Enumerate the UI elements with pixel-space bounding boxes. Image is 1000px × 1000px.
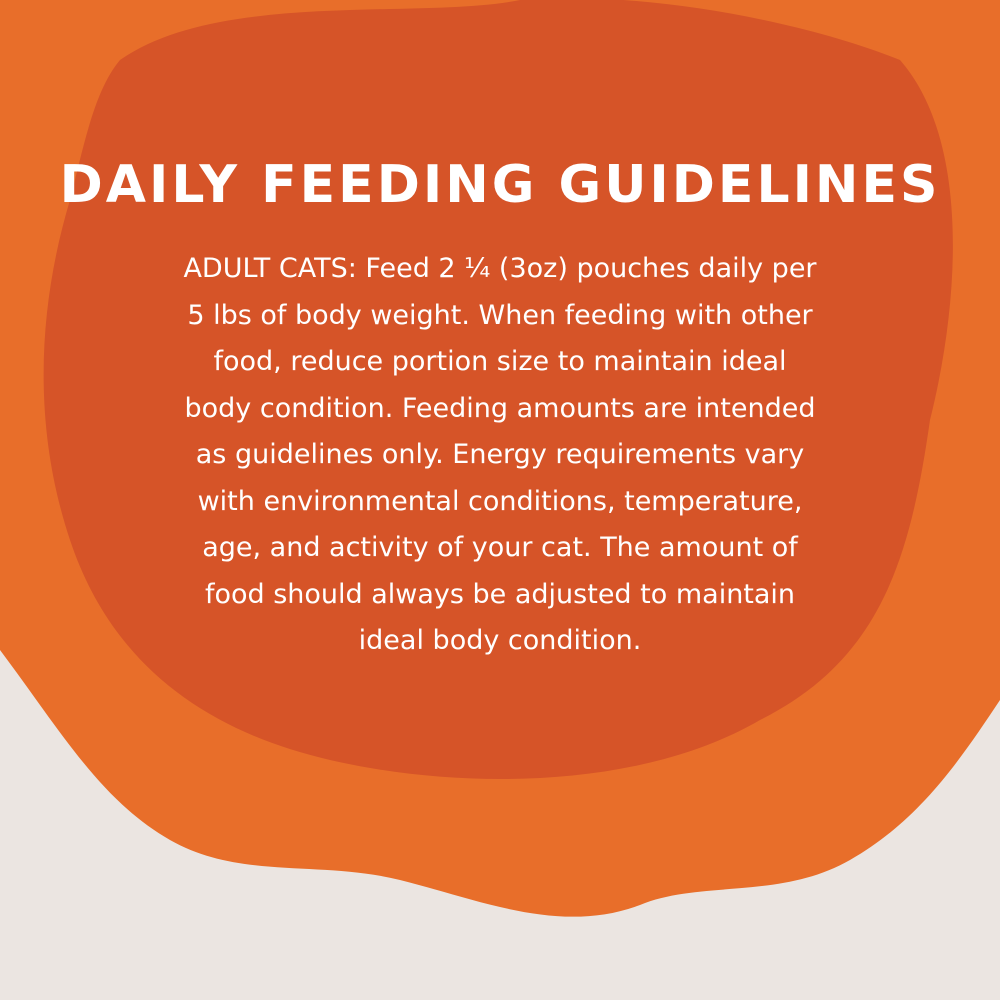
guideline-line: body condition. Feeding amounts are inte… <box>184 392 816 424</box>
guideline-line: age, and activity of your cat. The amoun… <box>202 532 798 563</box>
guideline-line: with environmental conditions, temperatu… <box>197 485 803 517</box>
guideline-line: as guidelines only. Energy requirements … <box>195 439 805 470</box>
inner-orange-circle <box>43 0 953 780</box>
guideline-line: 5 lbs of body weight. When feeding with … <box>187 299 813 331</box>
guideline-line: food should always be adjusted to mainta… <box>204 578 796 610</box>
guideline-line: food, reduce portion size to maintain id… <box>213 346 787 377</box>
guideline-line: ideal body condition. <box>358 625 642 656</box>
feeding-guidelines-text: ADULT CATS: Feed 2 ¼ (3oz) pouches daily… <box>0 246 1000 665</box>
guideline-line: ADULT CATS: Feed 2 ¼ (3oz) pouches daily… <box>183 253 817 284</box>
page-title: DAILY FEEDING GUIDELINES <box>59 155 941 215</box>
